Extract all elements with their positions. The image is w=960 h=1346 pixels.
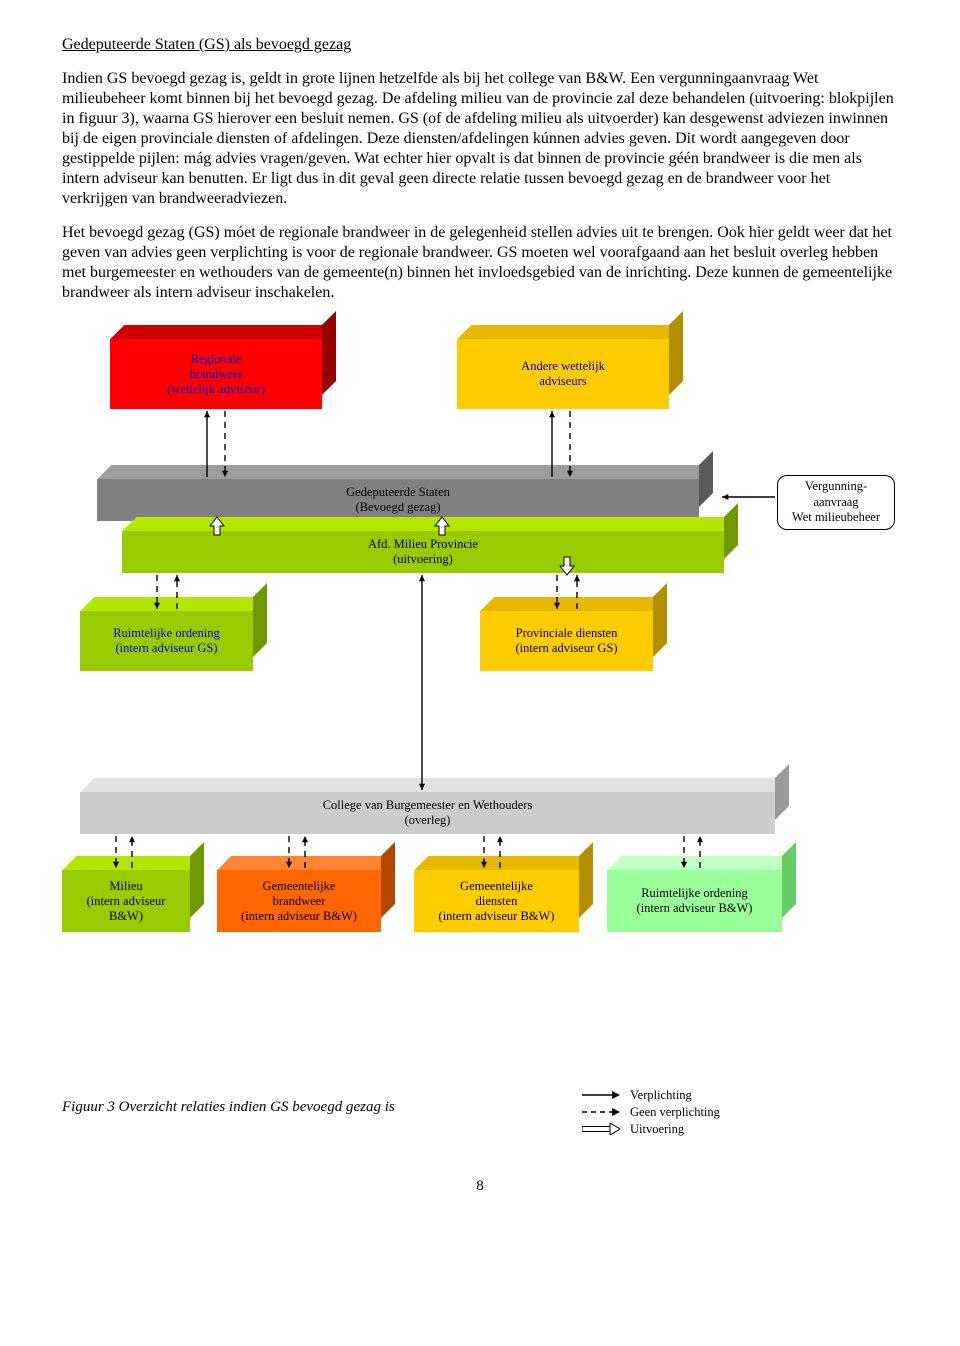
arrow-layer [62,317,898,1097]
figure-3-diagram: Regionalebrandweer(wettelijk adviseur) An… [62,317,898,1097]
box-ruimtelijke-ordening-gs: Ruimtelijke ordening(intern adviseur GS) [80,611,253,671]
paragraph-2: Het bevoegd gezag (GS) móet de regionale… [62,223,898,303]
box-vergunningaanvraag: Vergunning-aanvraagWet milieubeheer [777,475,895,530]
box-gedeputeerde-staten: Gedeputeerde Staten(Bevoegd gezag) [97,479,699,521]
box-regionale-brandweer: Regionalebrandweer(wettelijk adviseur) [110,339,322,409]
box-afd-milieu-provincie: Afd. Milieu Provincie(uitvoering) [122,531,724,573]
box-milieu-bw: Milieu(intern adviseurB&W) [62,870,190,932]
legend-dashed-arrow-icon [582,1106,620,1118]
legend-open-arrow-icon [582,1123,620,1135]
paragraph-1: Indien GS bevoegd gezag is, geldt in gro… [62,69,898,209]
page-number: 8 [62,1177,898,1196]
figure-caption: Figuur 3 Overzicht relaties indien GS be… [62,1099,395,1115]
box-college-bw: College van Burgemeester en Wethouders(o… [80,792,775,834]
figure-legend: Verplichting Geen verplichting Uitvoerin… [582,1087,720,1138]
legend-label: Uitvoering [630,1121,684,1138]
section-heading: Gedeputeerde Staten (GS) als bevoegd gez… [62,35,898,55]
legend-solid-arrow-icon [582,1089,620,1101]
box-gemeentelijke-diensten: Gemeentelijkediensten(intern adviseur B&… [414,870,579,932]
box-ruimtelijke-ordening-bw: Ruimtelijke ordening(intern adviseur B&W… [607,870,782,932]
box-gemeentelijke-brandweer: Gemeentelijkebrandweer(intern adviseur B… [217,870,381,932]
legend-label: Verplichting [630,1087,692,1104]
legend-label: Geen verplichting [630,1104,720,1121]
box-andere-adviseurs: Andere wettelijkadviseurs [457,339,669,409]
box-provinciale-diensten: Provinciale diensten(intern adviseur GS) [480,611,653,671]
